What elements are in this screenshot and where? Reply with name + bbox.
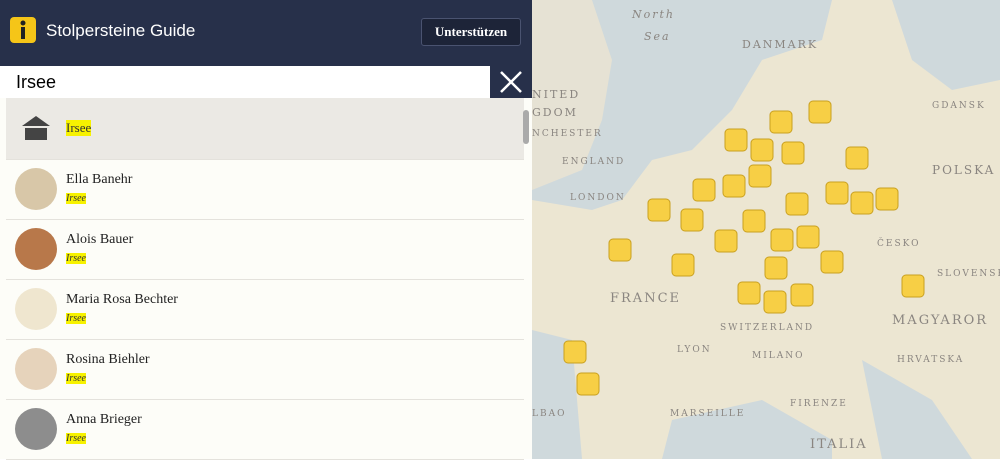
place-icon [22,116,50,140]
header: Stolpersteine Guide Unterstützen [0,0,532,66]
map-marker[interactable] [576,372,600,396]
sidebar: Stolpersteine Guide Unterstützen Irsee I… [0,0,532,460]
map-marker[interactable] [820,250,844,274]
map-marker[interactable] [722,174,746,198]
map-marker[interactable] [724,128,748,152]
map[interactable]: North Sea DANMARK NITED GDOM NCHESTER EN… [532,0,1000,459]
map-label: ČESKO [877,237,920,249]
map-label: SWITZERLAND [720,323,814,333]
person-name: Alois Bauer [66,232,134,247]
logo[interactable] [10,17,36,43]
map-marker[interactable] [845,146,869,170]
logo-icon [20,20,26,39]
map-marker[interactable] [781,141,805,165]
map-marker[interactable] [714,229,738,253]
avatar [15,228,57,270]
result-person[interactable]: Anna Brieger Irsee [6,400,524,460]
person-place: Irsee [66,433,86,444]
person-place: Irsee [66,313,86,324]
person-place: Irsee [66,253,86,264]
map-label: LONDON [570,193,626,203]
map-sea [662,400,832,459]
map-marker[interactable] [770,228,794,252]
map-label: North [631,8,675,21]
map-marker[interactable] [796,225,820,249]
map-label: GDOM [532,106,578,119]
map-label: MAGYAROR [892,313,988,328]
map-uk [532,0,612,190]
place-title: Irsee [66,120,92,136]
map-marker[interactable] [748,164,772,188]
clear-search-button[interactable] [490,66,532,98]
person-place: Irsee [66,193,86,204]
map-marker[interactable] [750,138,774,162]
support-button[interactable]: Unterstützen [421,18,521,46]
map-marker[interactable] [850,191,874,215]
search-input[interactable]: Irsee [0,66,490,98]
map-marker[interactable] [875,187,899,211]
map-marker[interactable] [764,256,788,280]
scrollbar[interactable] [523,110,529,144]
map-marker[interactable] [737,281,761,305]
app-title: Stolpersteine Guide [46,21,196,40]
map-label: GDANSK [932,101,986,111]
map-label: POLSKA [932,163,995,177]
avatar [15,348,57,390]
map-label: FRANCE [610,291,681,306]
map-marker[interactable] [785,192,809,216]
map-label: NCHESTER [532,129,603,139]
map-label: ITALIA [810,437,868,452]
map-marker[interactable] [825,181,849,205]
map-label: Sea [644,30,671,43]
result-person[interactable]: Rosina Biehler Irsee [6,340,524,400]
person-name: Ella Banehr [66,172,133,187]
map-marker[interactable] [769,110,793,134]
avatar [15,288,57,330]
close-icon [500,71,522,93]
person-name: Rosina Biehler [66,352,150,367]
result-person[interactable]: Maria Rosa Bechter Irsee [6,280,524,340]
map-marker[interactable] [901,274,925,298]
map-label: ENGLAND [562,157,625,167]
avatar [15,168,57,210]
map-label: MILANO [752,351,805,361]
map-marker[interactable] [790,283,814,307]
map-marker[interactable] [680,208,704,232]
map-label: DANMARK [742,38,818,51]
result-place[interactable]: Irsee [6,98,524,160]
map-sea [892,0,1000,90]
map-marker[interactable] [647,198,671,222]
map-label: NITED [532,88,580,101]
map-label: MARSEILLE [670,409,745,419]
map-label: FIRENZE [790,399,848,409]
map-sea [862,360,972,459]
map-label: LBAO [532,409,566,419]
map-marker[interactable] [742,209,766,233]
map-label: HRVATSKA [897,355,964,365]
person-name: Anna Brieger [66,412,142,427]
map-label: SLOVENSKO [937,269,1000,279]
map-marker[interactable] [763,290,787,314]
markers [563,100,925,396]
map-marker[interactable] [808,100,832,124]
result-person[interactable]: Ella Banehr Irsee [6,160,524,220]
avatar [15,408,57,450]
map-label: LYON [677,345,712,355]
map-marker[interactable] [608,238,632,262]
map-marker[interactable] [563,340,587,364]
person-place: Irsee [66,373,86,384]
map-marker[interactable] [671,253,695,277]
person-name: Maria Rosa Bechter [66,292,178,307]
map-marker[interactable] [692,178,716,202]
result-person[interactable]: Alois Bauer Irsee [6,220,524,280]
